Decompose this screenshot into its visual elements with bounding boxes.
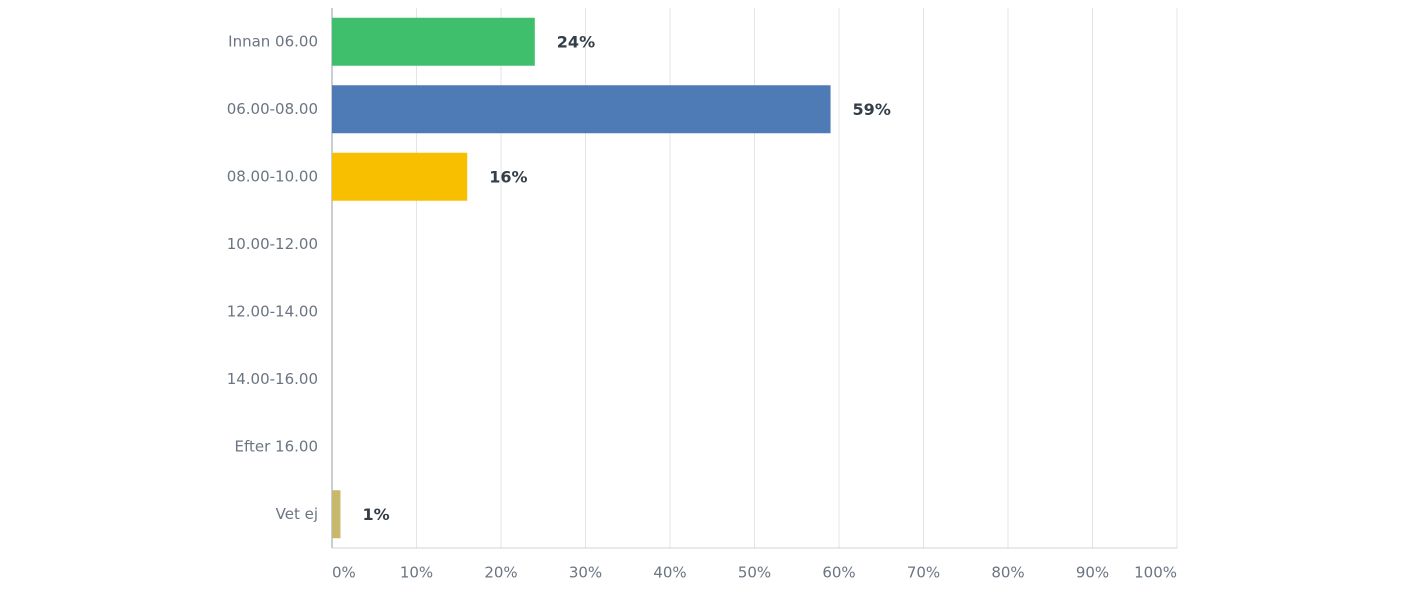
x-tick-label: 10%	[400, 564, 433, 582]
y-tick-label: 14.00-16.00	[227, 370, 318, 388]
data-label: 24%	[557, 32, 595, 51]
bar	[332, 85, 831, 134]
x-tick-label: 40%	[653, 564, 686, 582]
bar	[332, 17, 535, 66]
bar	[332, 152, 468, 201]
bar	[332, 490, 341, 539]
x-tick-label: 80%	[991, 564, 1024, 582]
x-tick-label: 50%	[738, 564, 771, 582]
x-tick-label: 100%	[1134, 564, 1177, 582]
y-tick-label: Efter 16.00	[235, 437, 318, 455]
x-tick-label: 60%	[822, 564, 855, 582]
x-tick-label: 0%	[332, 564, 356, 582]
x-tick-label: 90%	[1076, 564, 1109, 582]
data-label: 16%	[489, 167, 527, 186]
data-label: 1%	[362, 505, 389, 524]
x-tick-label: 70%	[907, 564, 940, 582]
y-tick-label: 10.00-12.00	[227, 235, 318, 253]
x-tick-label: 20%	[484, 564, 517, 582]
y-tick-label: Vet ej	[276, 505, 318, 523]
y-tick-label: Innan 06.00	[228, 32, 318, 50]
x-tick-label: 30%	[569, 564, 602, 582]
y-tick-label: 06.00-08.00	[227, 100, 318, 118]
y-tick-label: 12.00-14.00	[227, 302, 318, 320]
y-tick-label: 08.00-10.00	[227, 167, 318, 185]
data-label: 59%	[853, 100, 891, 119]
